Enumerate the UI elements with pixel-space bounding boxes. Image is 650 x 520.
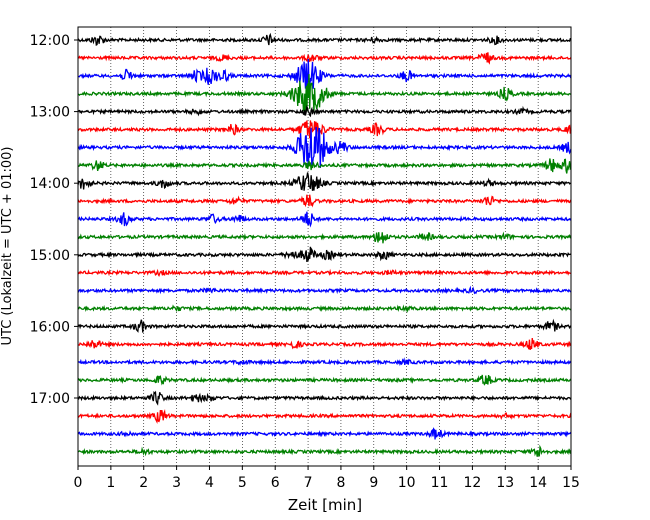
seismic-traces: [77, 32, 572, 457]
seismic-trace-line: [77, 52, 572, 65]
seismic-trace-line: [77, 105, 572, 118]
x-tick-label: 10: [398, 475, 416, 491]
seismic-trace-line: [77, 120, 572, 139]
seismic-trace-line: [77, 409, 572, 424]
seismic-trace-line: [77, 374, 572, 386]
seismic-trace-line: [77, 285, 572, 295]
x-tick-label: 14: [529, 475, 547, 491]
x-tick-label: 12: [463, 475, 481, 491]
seismic-trace-line: [77, 318, 572, 333]
y-axis-ticks: 12:00 13:00 14:00 15:00 16:00 17:00: [30, 33, 78, 407]
x-tick-label: 9: [369, 475, 378, 491]
y-tick-label: 17:00: [30, 391, 70, 407]
seismic-trace-line: [77, 304, 572, 314]
seismic-trace-line: [77, 231, 572, 244]
seismic-trace-line: [77, 444, 572, 457]
x-tick-label: 4: [205, 475, 214, 491]
seismic-trace-line: [77, 158, 572, 174]
seismic-trace-line: [77, 427, 572, 440]
y-axis-label: UTC (Lokalzeit = UTC + 01:00): [0, 147, 15, 346]
x-tick-label: 6: [271, 475, 280, 491]
seismic-trace-line: [77, 246, 572, 262]
seismic-trace-line: [77, 337, 572, 351]
seismic-trace-line: [77, 211, 572, 228]
x-tick-label: 7: [304, 475, 313, 491]
x-tick-label: 11: [431, 475, 449, 491]
seismic-trace-line: [77, 126, 572, 169]
plot-frame: [77, 26, 572, 467]
x-axis-ticks: 0 1 2 3 4 5 6 7 8 9 10 11 12 13 14 15: [74, 466, 580, 491]
y-tick-label: 14:00: [30, 176, 70, 192]
x-tick-label: 8: [336, 475, 345, 491]
grid-lines: [110, 27, 539, 466]
seismic-trace-line: [77, 268, 572, 277]
seismic-trace-line: [77, 194, 572, 208]
y-tick-label: 13:00: [30, 105, 70, 121]
x-tick-label: 2: [139, 475, 148, 491]
seismic-trace-line: [77, 390, 572, 406]
y-tick-label: 12:00: [30, 33, 70, 49]
x-tick-label: 0: [74, 475, 83, 491]
x-tick-label: 13: [496, 475, 514, 491]
seismic-trace-line: [77, 357, 572, 367]
seismic-trace-line: [77, 58, 572, 91]
seismic-trace-line: [77, 74, 572, 113]
seismic-trace-line: [77, 32, 572, 47]
x-tick-label: 15: [562, 475, 580, 491]
x-tick-label: 3: [172, 475, 181, 491]
x-tick-label: 5: [238, 475, 247, 491]
y-tick-label: 15:00: [30, 248, 70, 264]
y-tick-label: 16:00: [30, 319, 70, 335]
seismic-trace-line: [77, 172, 572, 191]
x-tick-label: 1: [106, 475, 115, 491]
x-axis-label: Zeit [min]: [288, 496, 362, 514]
